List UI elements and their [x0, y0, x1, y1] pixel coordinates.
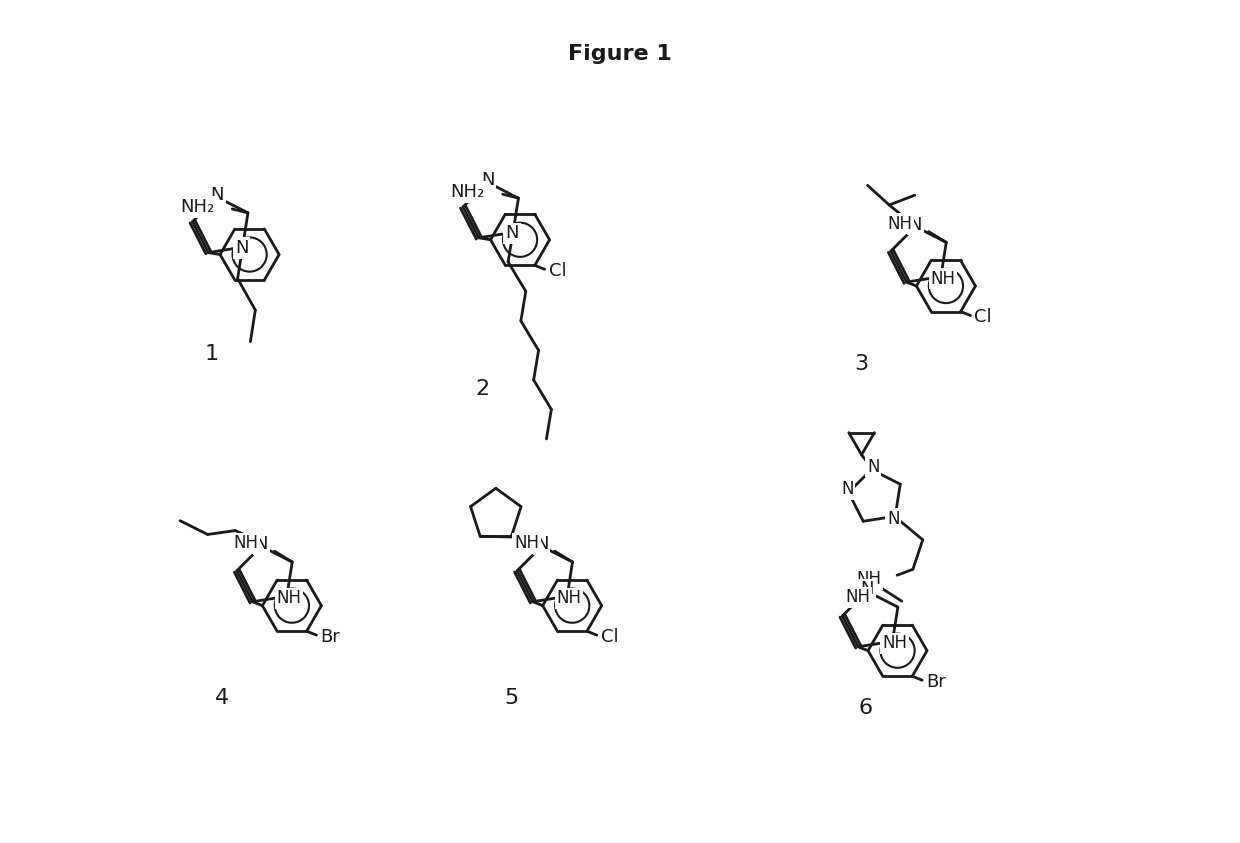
Text: NH₂: NH₂ [451, 183, 485, 201]
Text: Br: Br [320, 628, 340, 646]
Text: Br: Br [926, 674, 946, 691]
Text: 5: 5 [505, 689, 518, 708]
Text: NH₂: NH₂ [180, 198, 215, 216]
Text: 2: 2 [475, 379, 490, 399]
Text: N: N [254, 535, 268, 553]
Text: N: N [481, 171, 495, 190]
Text: N: N [861, 580, 874, 599]
Text: NH: NH [930, 270, 955, 287]
Text: NH: NH [277, 589, 301, 607]
Text: N: N [887, 510, 899, 529]
Text: N: N [211, 186, 223, 204]
Text: NH: NH [846, 588, 870, 606]
Text: N: N [841, 481, 854, 498]
Text: N: N [505, 224, 518, 243]
Text: 3: 3 [854, 354, 868, 374]
Text: NH: NH [857, 570, 882, 588]
Text: N: N [234, 239, 248, 257]
Text: N: N [867, 458, 879, 475]
Text: N: N [909, 216, 923, 234]
Text: Cl: Cl [600, 628, 619, 646]
Text: N: N [534, 535, 548, 553]
Text: Figure 1: Figure 1 [568, 45, 672, 64]
Text: NH: NH [882, 634, 906, 652]
Text: 4: 4 [215, 689, 228, 708]
Text: NH: NH [557, 589, 582, 607]
Text: 1: 1 [205, 344, 219, 364]
Text: 6: 6 [859, 698, 873, 718]
Text: Cl: Cl [548, 262, 567, 280]
Text: Cl: Cl [975, 309, 992, 326]
Text: NH: NH [515, 534, 539, 552]
Text: NH: NH [888, 215, 913, 233]
Text: NH: NH [234, 534, 259, 552]
